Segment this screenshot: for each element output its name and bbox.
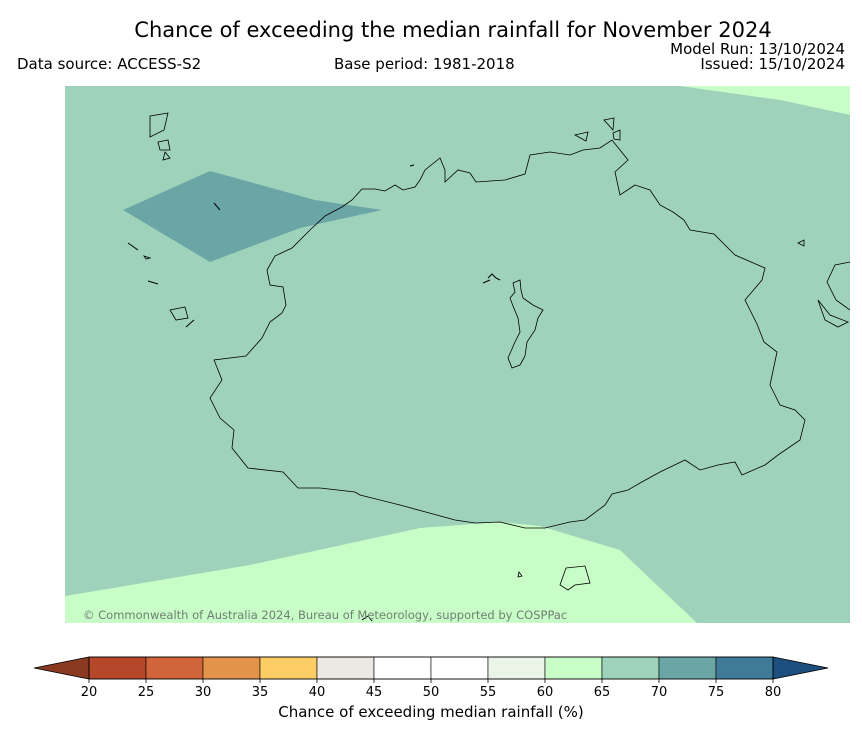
colorbar-tick-label: 40 [309, 685, 326, 700]
colorbar-segment [658, 656, 717, 680]
band-60-65-top-right [680, 86, 850, 115]
small-island [517, 571, 523, 578]
small-island [149, 112, 169, 138]
small-island [169, 306, 189, 321]
colorbar-tick-label: 55 [480, 685, 497, 700]
colorbar-extend-high [772, 656, 829, 680]
colorbar-segment [202, 656, 261, 680]
small-island [157, 139, 171, 151]
colorbar-label: Chance of exceeding median rainfall (%) [278, 703, 584, 721]
band-60-65-bottom [65, 522, 697, 623]
colorbar-tick-label: 50 [423, 685, 440, 700]
small-island [559, 565, 591, 591]
band-70-75-area [123, 171, 382, 262]
small-island [603, 117, 615, 131]
colorbar-tick-label: 30 [195, 685, 212, 700]
right-island-coastline [817, 261, 850, 328]
colorbar-tick-label: 25 [138, 685, 155, 700]
base-period-label: Base period: 1981-2018 [334, 55, 515, 73]
map-title: Chance of exceeding the median rainfall … [134, 18, 772, 42]
colorbar-tick-label: 75 [708, 685, 725, 700]
small-island [361, 615, 373, 622]
small-island [409, 164, 415, 167]
colorbar-segment [487, 656, 546, 680]
colorbar-segment [544, 656, 603, 680]
small-island [573, 131, 589, 142]
main-island-coastline [209, 139, 806, 529]
colorbar-segment [373, 656, 432, 680]
inner-island-coastline [507, 279, 544, 369]
colorbar-segment [88, 656, 147, 680]
inner-islet [482, 273, 501, 284]
data-source-label: Data source: ACCESS-S2 [17, 55, 202, 73]
colorbar-tick-label: 65 [594, 685, 611, 700]
colorbar-tick-label: 35 [252, 685, 269, 700]
colorbar-segment [715, 656, 774, 680]
small-island [185, 319, 195, 328]
colorbar-tick-label: 20 [81, 685, 98, 700]
colorbar-tick-label: 45 [366, 685, 383, 700]
small-island [143, 255, 152, 260]
colorbar-segment [430, 656, 489, 680]
small-island [162, 151, 171, 161]
copyright-notice: © Commonwealth of Australia 2024, Bureau… [83, 608, 568, 622]
colorbar-segment [145, 656, 204, 680]
colorbar-segment [259, 656, 318, 680]
colorbar-tick-label: 60 [537, 685, 554, 700]
issued-label: Issued: 15/10/2024 [700, 55, 845, 73]
colorbar-tick-label: 80 [765, 685, 782, 700]
small-island [127, 202, 221, 285]
colorbar-segment [316, 656, 375, 680]
small-island [612, 129, 621, 141]
model-run-label: Model Run: 13/10/2024 [670, 40, 845, 58]
colorbar-extend-low [33, 656, 90, 680]
colorbar-tick-label: 70 [651, 685, 668, 700]
colorbar-segment [601, 656, 660, 680]
small-island [797, 239, 805, 247]
